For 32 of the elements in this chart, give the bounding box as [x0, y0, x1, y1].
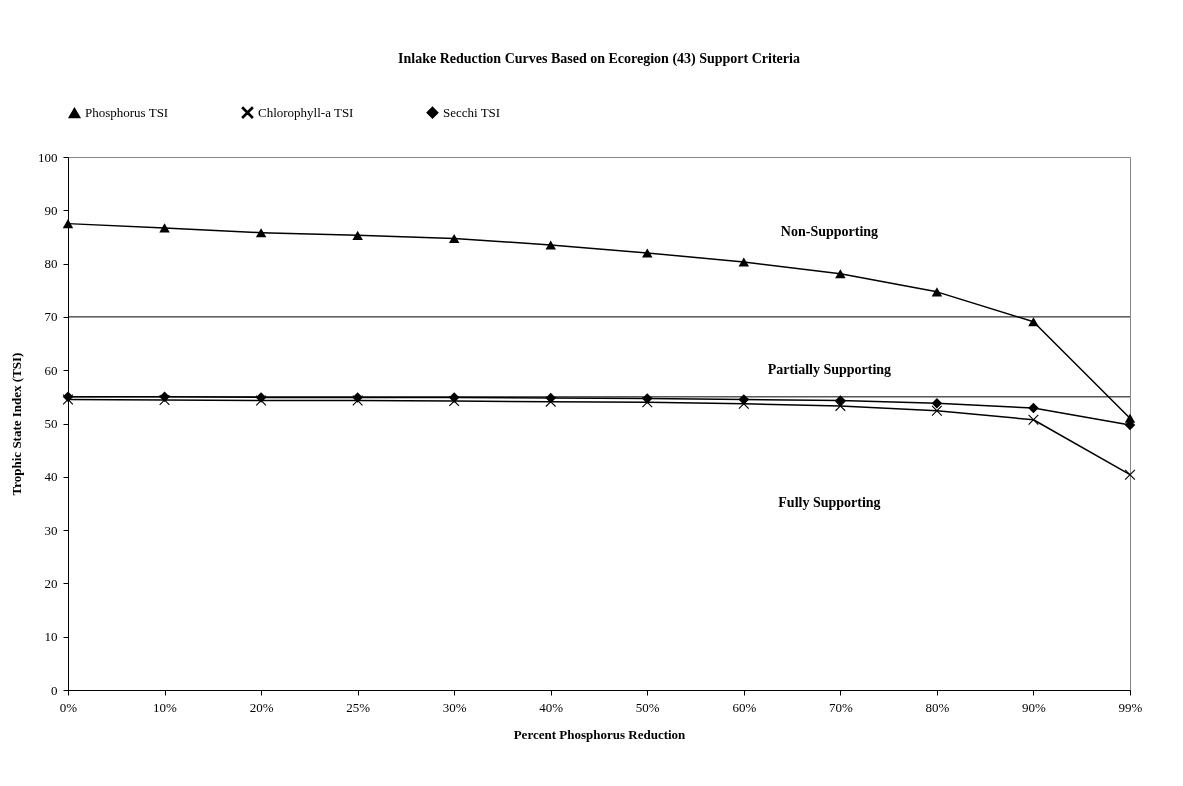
x-tick-label: 0%: [59, 699, 78, 715]
y-axis-title: Trophic State Index (TSI): [9, 352, 24, 496]
x-tick-label: 70%: [828, 699, 853, 715]
y-tick-label: 30: [44, 522, 58, 538]
legend-label: Phosphorus TSI: [85, 104, 169, 120]
annotation: Fully Supporting: [778, 495, 881, 511]
legend-label: Chlorophyll-a TSI: [258, 104, 354, 120]
y-tick-label: 80: [44, 256, 58, 272]
y-tick-label: 10: [44, 629, 58, 645]
x-tick-label: 40%: [539, 699, 564, 715]
y-tick-label: 90: [44, 202, 58, 218]
x-tick-label: 60%: [732, 699, 757, 715]
annotation: Non-Supporting: [780, 223, 879, 239]
y-tick-label: 60: [44, 362, 58, 378]
x-tick-label: 25%: [346, 699, 371, 715]
x-axis-title: Percent Phosphorus Reduction: [513, 726, 687, 742]
annotation: Partially Supporting: [767, 362, 892, 378]
x-tick-label: 20%: [249, 699, 274, 715]
x-tick-label: 99%: [1118, 699, 1143, 715]
y-tick-label: 50: [44, 416, 58, 431]
x-tick-label: 90%: [1022, 699, 1047, 715]
y-tick-label: 100: [38, 149, 58, 165]
x-tick-label: 50%: [635, 699, 660, 715]
y-tick-label: 70: [44, 309, 58, 325]
x-tick-label: 30%: [442, 699, 467, 715]
legend-label: Secchi TSI: [443, 104, 501, 120]
x-tick-label: 10%: [153, 699, 178, 715]
x-tick-label: 80%: [925, 699, 950, 715]
y-tick-label: 0: [51, 682, 58, 698]
chart-title: Inlake Reduction Curves Based on Ecoregion (43) Support Criteria: [398, 51, 800, 67]
y-tick-label: 20: [44, 575, 58, 591]
y-tick-label: 40: [44, 469, 58, 485]
